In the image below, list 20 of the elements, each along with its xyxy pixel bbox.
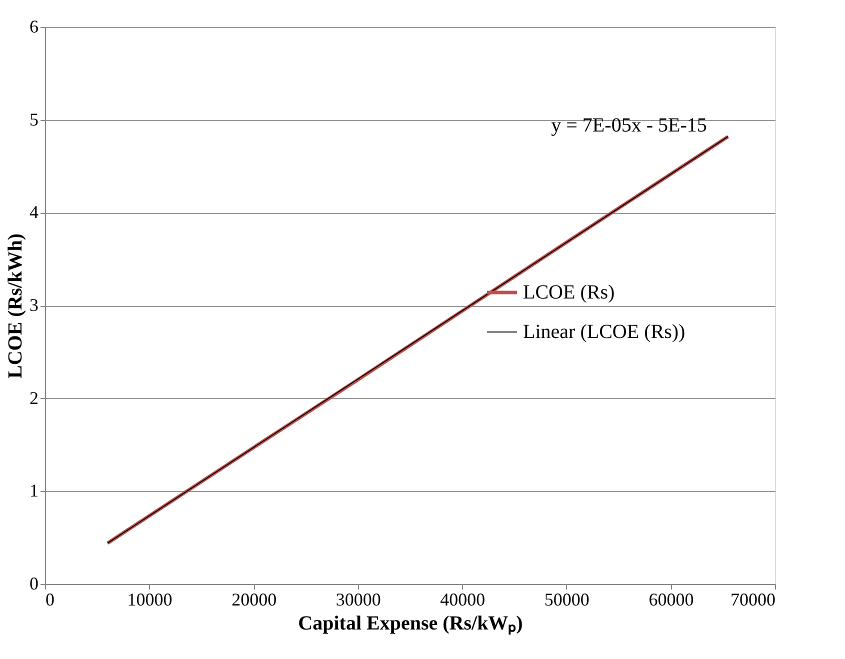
x-tick-label: 30000 xyxy=(336,590,381,610)
y-tick-label: 5 xyxy=(30,109,38,130)
x-tick-label: 60000 xyxy=(648,590,694,610)
x-tick-label: 20000 xyxy=(232,590,277,610)
x-tick-label: 70000 xyxy=(730,590,776,610)
y-axis-title: LCOE (Rs/kWh) xyxy=(4,233,26,379)
x-tick-label: 50000 xyxy=(544,590,590,610)
legend-label: LCOE (Rs) xyxy=(523,282,615,304)
y-tick-label: 1 xyxy=(30,480,38,501)
y-tick-label: 4 xyxy=(30,202,38,222)
y-tick-label: 6 xyxy=(30,16,38,36)
y-tick-label: 0 xyxy=(30,574,38,594)
annotation: y = 7E-05x - 5E-15 xyxy=(551,114,707,137)
x-axis-title: Capital Expense (Rs/kWₚ) xyxy=(298,612,523,636)
x-tick-label: 0 xyxy=(46,590,54,610)
y-tick-label: 2 xyxy=(30,388,38,408)
x-tick-label: 10000 xyxy=(127,590,172,610)
y-tick-label: 3 xyxy=(30,295,38,315)
x-tick-label: 40000 xyxy=(440,590,486,610)
legend-label: Linear (LCOE (Rs)) xyxy=(523,321,686,343)
